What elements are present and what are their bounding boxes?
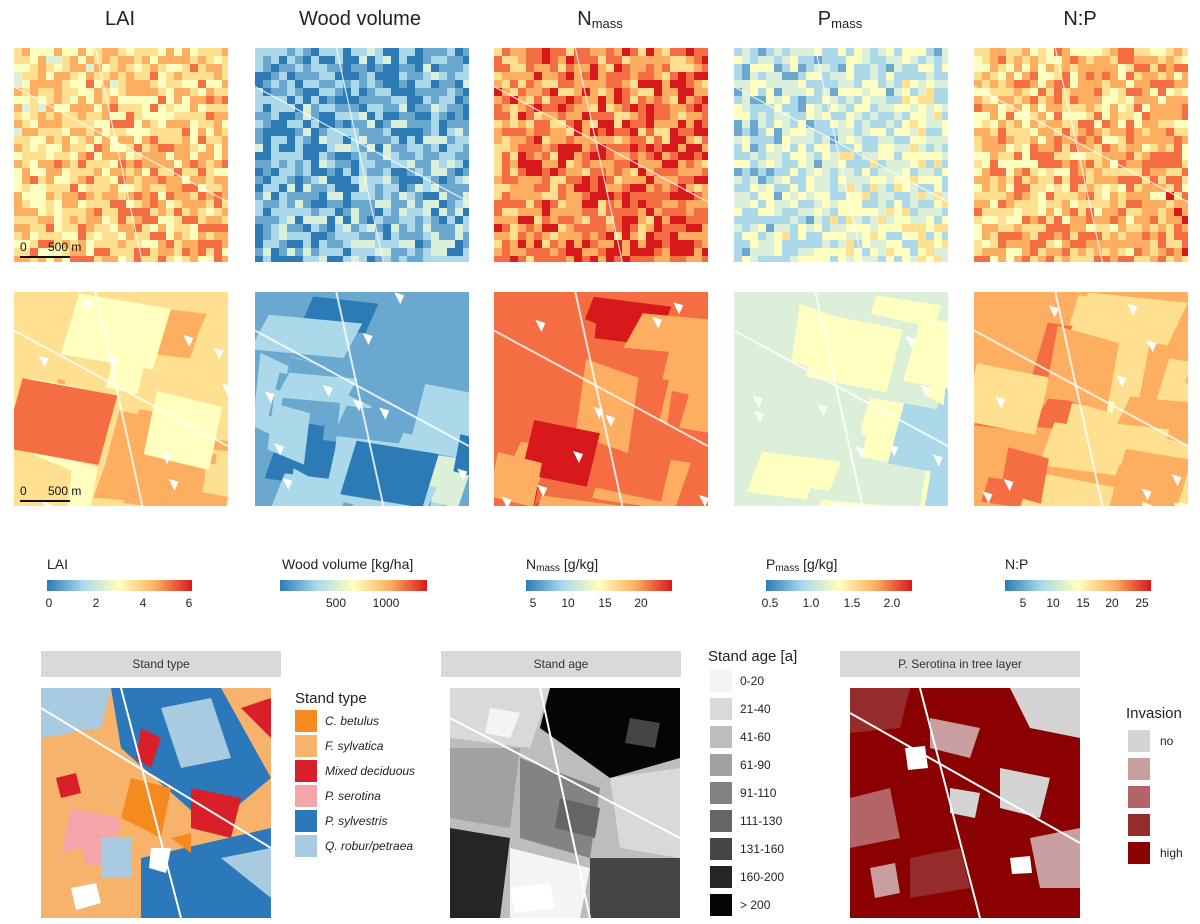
stand-age-legend-swatch xyxy=(710,670,732,692)
invasion-legend-swatch xyxy=(1128,758,1150,780)
stand-age-legend-swatch xyxy=(710,866,732,888)
colorbar-title-pmass: Pmass [g/kg] xyxy=(766,556,838,574)
map-nmass-stand-mean xyxy=(494,292,708,506)
column-title-lai: LAI xyxy=(104,8,136,30)
colorbar-tick: 1.0 xyxy=(802,596,820,610)
map-np-stand-mean xyxy=(974,292,1188,506)
colorbar-title-wood-volume: Wood volume [kg/ha] xyxy=(282,556,414,572)
legend-title-stand-type: Stand type xyxy=(295,690,367,707)
map-stand-age xyxy=(450,688,680,918)
scalebar-middle: 0 500 m xyxy=(20,484,100,506)
legend-title-invasion: Invasion xyxy=(1126,705,1182,722)
panel-strip-stand-type: Stand type xyxy=(41,651,281,677)
stand-type-legend-label: C. betulus xyxy=(325,714,380,728)
colorbar-tick: 25 xyxy=(1135,596,1149,610)
stand-age-legend-label: 21-40 xyxy=(740,702,771,716)
stand-type-legend-label: Q. robur/petraea xyxy=(325,839,414,853)
column-title-pmass: Pmass xyxy=(817,8,863,31)
map-pmass-raster xyxy=(734,48,948,262)
colorbar-tick: 2 xyxy=(92,596,100,610)
stand-type-legend-label: Mixed deciduous xyxy=(325,764,416,778)
colorbar-tick: 10 xyxy=(1046,596,1060,610)
map-lai-raster xyxy=(14,48,228,262)
invasion-legend-swatch xyxy=(1128,730,1150,752)
stand-age-legend-swatch xyxy=(710,754,732,776)
map-nmass-raster xyxy=(494,48,708,262)
stand-age-legend-swatch xyxy=(710,782,732,804)
legend-title-stand-age: Stand age [a] xyxy=(708,648,798,665)
invasion-legend-swatch xyxy=(1128,814,1150,836)
invasion-legend-swatch xyxy=(1128,786,1150,808)
stand-age-legend-swatch xyxy=(710,894,732,916)
invasion-legend-label: no xyxy=(1160,734,1174,748)
stand-age-legend-label: 41-60 xyxy=(740,730,771,744)
stand-type-legend-swatch xyxy=(295,785,317,807)
colorbar-title-lai: LAI xyxy=(47,556,69,572)
panel-strip-invasion: P. Serotina in tree layer xyxy=(840,651,1080,677)
map-np-raster xyxy=(974,48,1188,262)
colorbar-tick: 2.0 xyxy=(883,596,901,610)
colorbar-wood-volume xyxy=(280,580,427,591)
colorbar-tick: 0 xyxy=(45,596,53,610)
colorbar-tick: 5 xyxy=(529,596,537,610)
stand-type-legend-label: F. sylvatica xyxy=(325,739,384,753)
invasion-legend-swatch xyxy=(1128,842,1150,864)
map-invasion xyxy=(850,688,1080,918)
stand-age-legend-label: 0-20 xyxy=(740,674,765,688)
colorbar-tick: 4 xyxy=(139,596,147,610)
map-pmass-stand-mean xyxy=(734,292,948,506)
colorbar-np xyxy=(1005,580,1151,591)
colorbar-tick: 15 xyxy=(1076,596,1090,610)
stand-age-legend-label: > 200 xyxy=(740,898,771,912)
colorbar-tick: 0.5 xyxy=(761,596,779,610)
column-title-nmass: Nmass xyxy=(577,8,623,31)
colorbar-tick: 6 xyxy=(185,596,193,610)
colorbar-title-nmass: Nmass [g/kg] xyxy=(526,556,599,574)
stand-age-legend-swatch xyxy=(710,838,732,860)
map-stand-type xyxy=(41,688,271,918)
map-wood-volume-stand-mean xyxy=(255,292,469,506)
stand-age-legend-label: 131-160 xyxy=(740,842,785,856)
stand-age-legend-label: 91-110 xyxy=(740,786,777,800)
column-title-wood-volume: Wood volume xyxy=(299,8,421,30)
colorbar-tick: 1000 xyxy=(372,596,400,610)
colorbar-tick: 20 xyxy=(634,596,648,610)
colorbar-tick: 500 xyxy=(325,596,347,610)
stand-type-legend-swatch xyxy=(295,835,317,857)
colorbar-tick: 15 xyxy=(598,596,612,610)
colorbar-lai xyxy=(47,580,192,591)
stand-type-legend-swatch xyxy=(295,810,317,832)
stand-age-legend-label: 111-130 xyxy=(740,814,783,828)
scalebar-top: 0 500 m xyxy=(20,240,100,262)
colorbar-tick: 1.5 xyxy=(843,596,861,610)
colorbar-tick: 5 xyxy=(1019,596,1027,610)
stand-type-legend-label: P. serotina xyxy=(325,789,381,803)
colorbar-tick: 20 xyxy=(1105,596,1119,610)
stand-age-legend-swatch xyxy=(710,726,732,748)
stand-type-legend-label: P. sylvestris xyxy=(325,814,388,828)
stand-type-legend-swatch xyxy=(295,760,317,782)
stand-age-legend-label: 160-200 xyxy=(740,870,785,884)
stand-age-legend-swatch xyxy=(710,698,732,720)
stand-type-legend-swatch xyxy=(295,710,317,732)
map-wood-volume-raster xyxy=(255,48,469,262)
invasion-legend-label: high xyxy=(1160,846,1183,860)
map-lai-stand-mean xyxy=(14,292,228,506)
colorbar-pmass xyxy=(766,580,912,591)
colorbar-nmass xyxy=(526,580,672,591)
stand-type-legend-swatch xyxy=(295,735,317,757)
stand-age-legend-label: 61-90 xyxy=(740,758,771,772)
colorbar-tick: 10 xyxy=(561,596,575,610)
column-title-np: N:P xyxy=(1063,8,1097,30)
colorbar-title-np: N:P xyxy=(1005,556,1029,572)
panel-strip-stand-age: Stand age xyxy=(441,651,681,677)
stand-age-legend-swatch xyxy=(710,810,732,832)
